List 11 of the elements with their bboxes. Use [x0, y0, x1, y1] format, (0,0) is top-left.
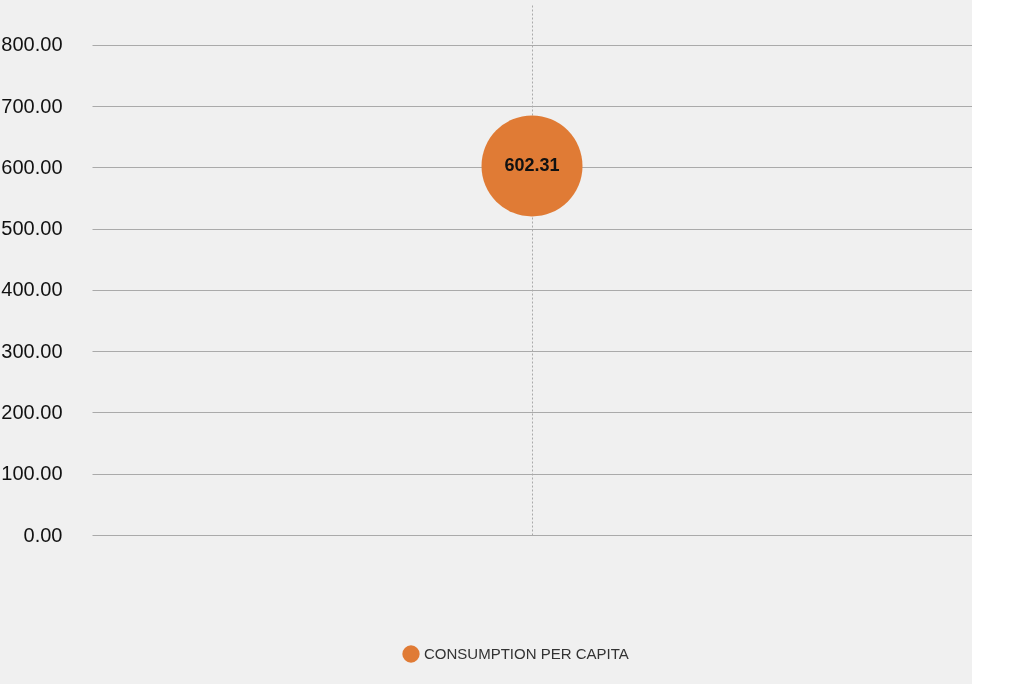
y-tick-label: 300.00 [1, 339, 63, 362]
data-label: 602.31 [504, 154, 560, 175]
y-tick-label: 400.00 [1, 278, 63, 301]
y-tick-label: 100.00 [1, 462, 63, 485]
y-tick-label: 500.00 [1, 217, 63, 240]
y-tick-label: 700.00 [1, 94, 63, 117]
y-tick-label: 800.00 [1, 33, 63, 56]
legend-label: CONSUMPTION PER CAPITA [424, 645, 629, 662]
y-tick-label: 200.00 [1, 400, 63, 423]
y-tick-label: 600.00 [1, 155, 63, 178]
y-tick-label: 0.00 [23, 523, 63, 546]
